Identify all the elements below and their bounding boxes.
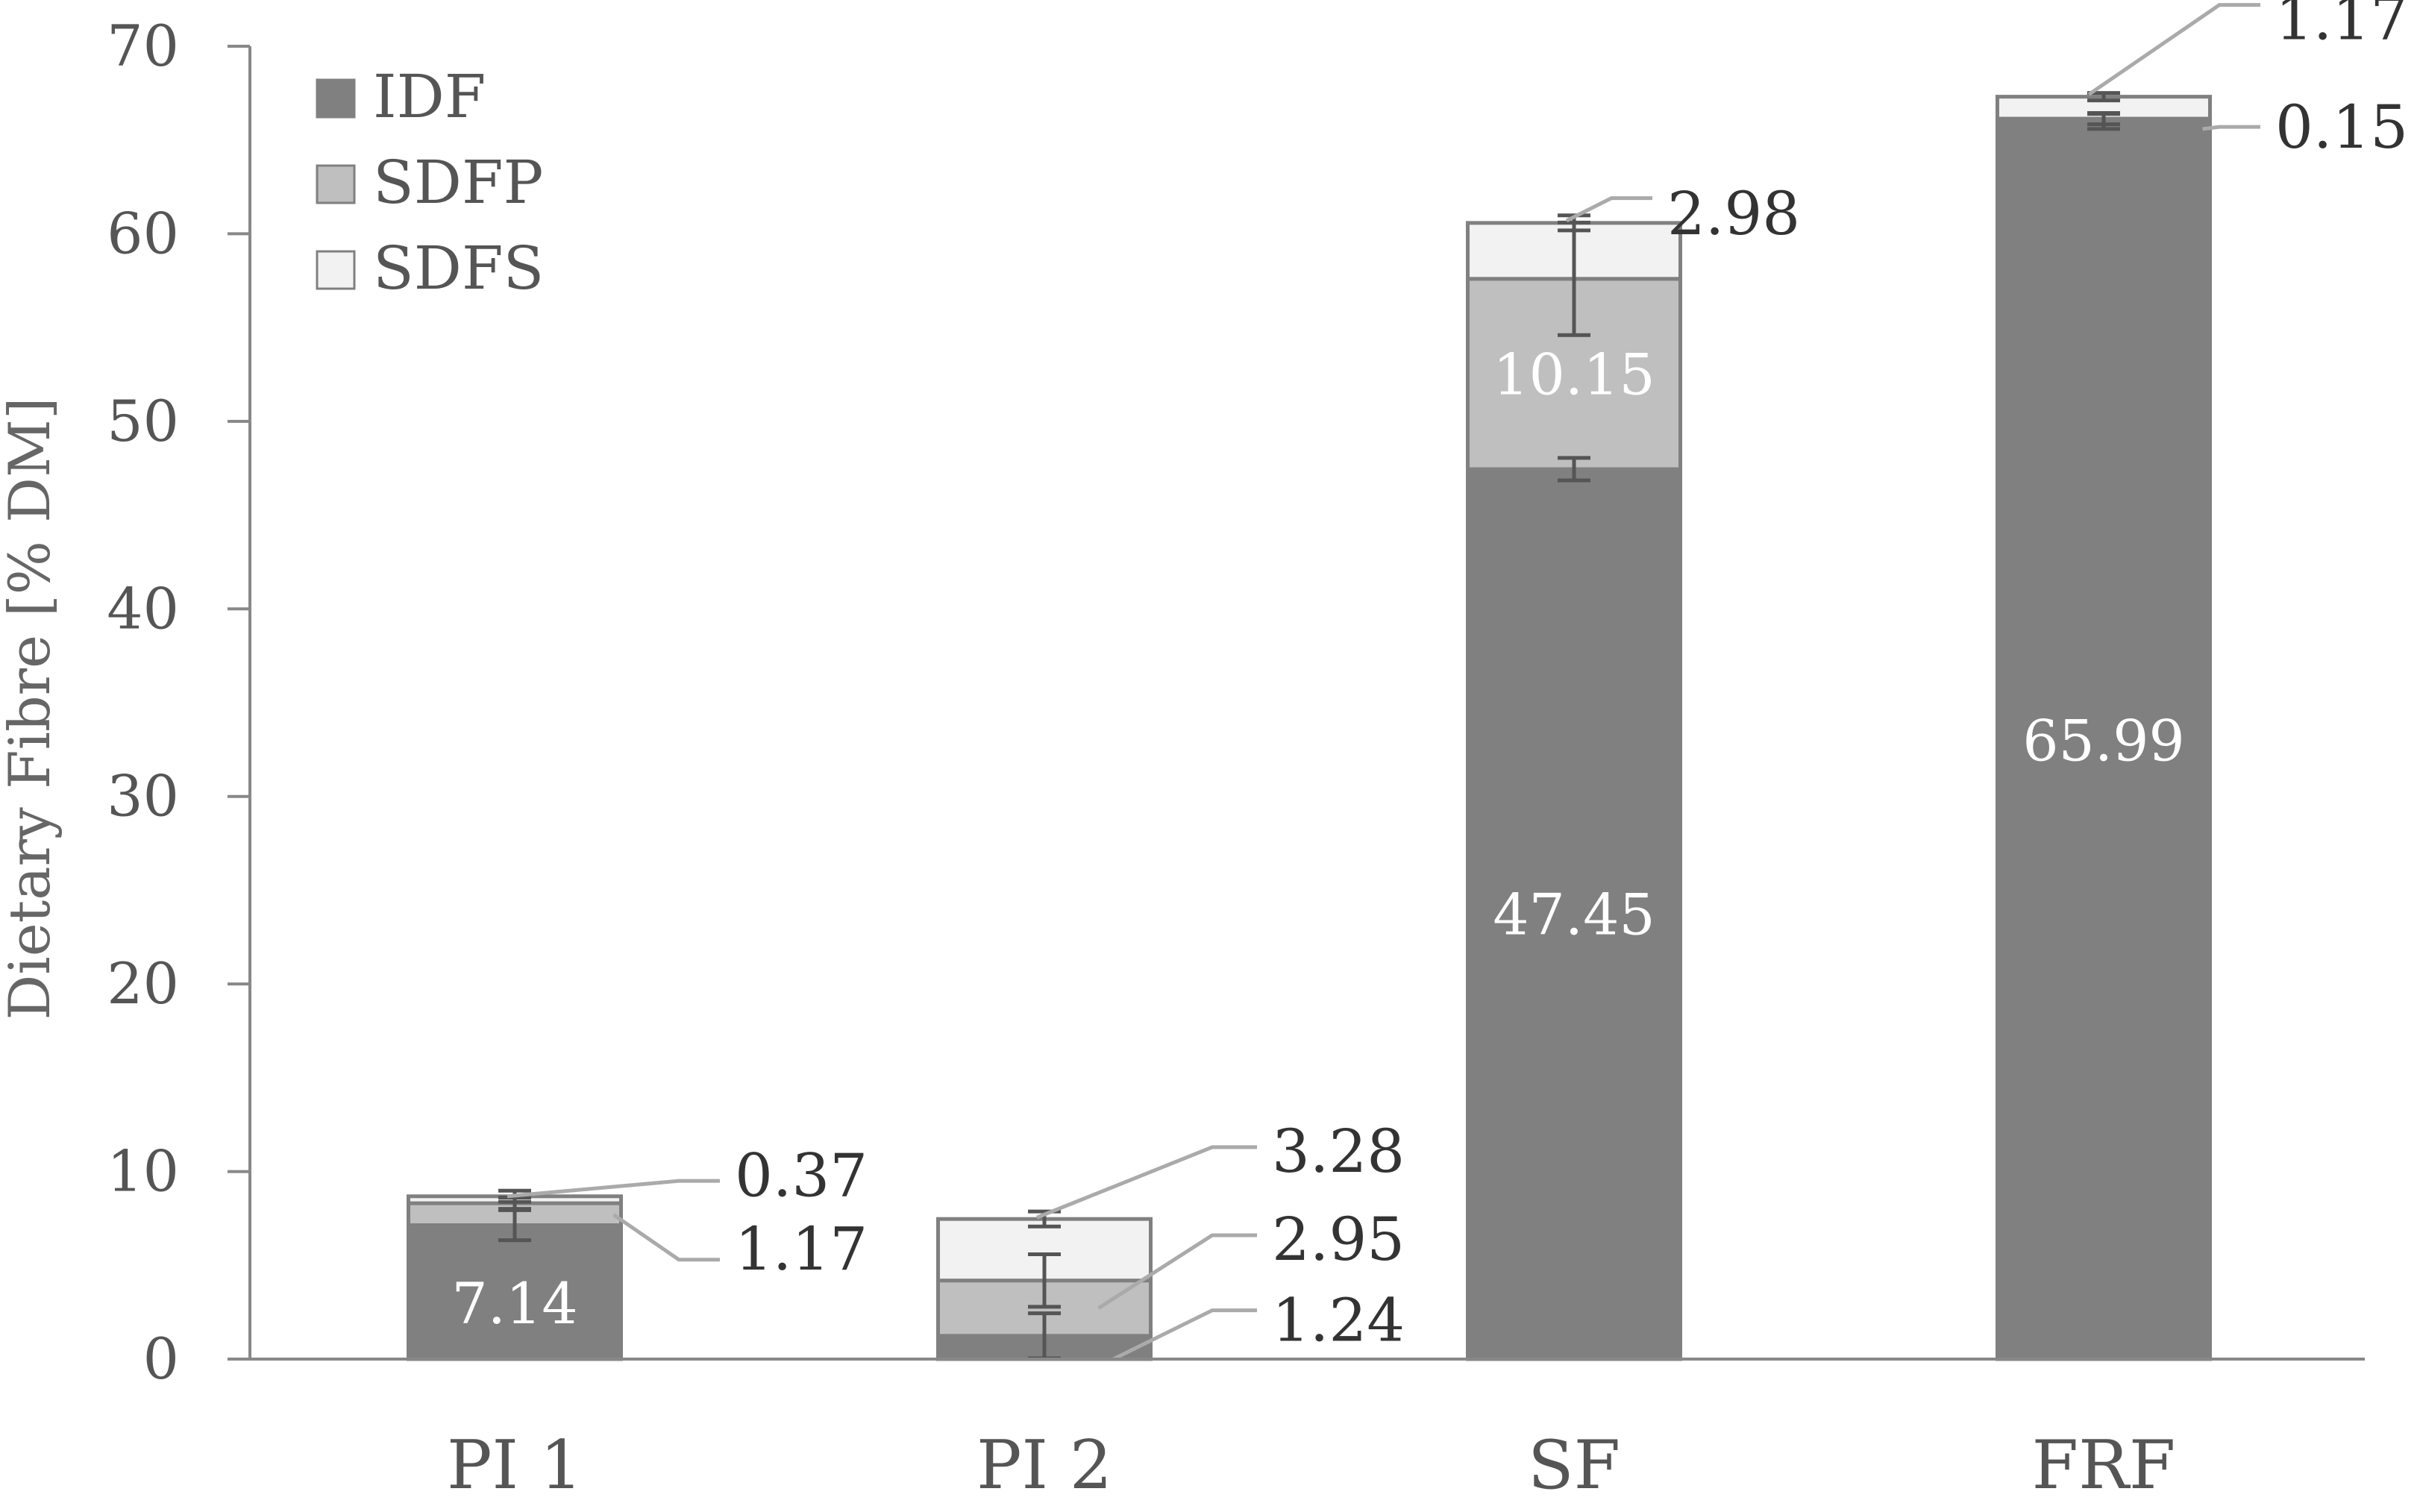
leader-line-idf-1 bbox=[1112, 1308, 1257, 1361]
data-label-idf-3: 65.99 bbox=[2022, 707, 2185, 774]
data-label-sdfp-3: 0.15 bbox=[2275, 92, 2408, 162]
data-label-idf-0: 7.14 bbox=[451, 1270, 577, 1337]
x-category-label-3: FRF bbox=[2032, 1426, 2176, 1505]
legend-label-sdfp: SDFP bbox=[373, 148, 543, 217]
y-tick-label-6: 60 bbox=[107, 200, 179, 266]
legend-swatch-idf bbox=[316, 78, 356, 119]
y-tick-label-3: 30 bbox=[107, 763, 179, 829]
legend-label-sdfs: SDFS bbox=[373, 233, 544, 303]
leader-line-sdfp-3 bbox=[2202, 125, 2260, 131]
data-label-sdfs-1: 3.28 bbox=[1272, 1117, 1405, 1186]
bar-idf-3 bbox=[1996, 119, 2212, 1361]
x-category-label-1: PI 2 bbox=[976, 1426, 1112, 1505]
x-axis-categories: PI 1 PI 2 SF FRF bbox=[447, 1426, 2175, 1505]
y-tick-label-0: 0 bbox=[143, 1326, 179, 1392]
data-label-sdfp-2: 10.15 bbox=[1493, 341, 1655, 407]
error-bars bbox=[498, 91, 2120, 1361]
bar-idf-0 bbox=[407, 1223, 623, 1361]
data-label-sdfp-0: 1.17 bbox=[735, 1214, 868, 1284]
legend-swatch-sdfs bbox=[316, 250, 356, 290]
bars bbox=[407, 95, 2212, 1361]
data-label-sdfp-1: 2.95 bbox=[1272, 1205, 1405, 1274]
y-tick-label-4: 40 bbox=[107, 575, 179, 641]
x-category-label-0: PI 1 bbox=[447, 1426, 583, 1505]
leader-line-sdfs-1 bbox=[1036, 1145, 1257, 1220]
data-label-sdfs-3: 1.17 bbox=[2275, 0, 2408, 53]
data-labels: 7.1447.4565.9910.150.371.173.282.951.242… bbox=[451, 0, 2408, 1361]
y-axis-label: Dietary Fibre [% DM] bbox=[0, 397, 63, 1020]
leader-line-sdfs-3 bbox=[2087, 3, 2260, 96]
y-axis-ticks: 0 10 20 30 40 50 60 70 bbox=[107, 13, 250, 1392]
legend: IDF SDFP SDFS bbox=[316, 62, 544, 303]
data-label-idf-2: 47.45 bbox=[1493, 881, 1655, 947]
x-category-label-2: SF bbox=[1528, 1426, 1620, 1505]
y-tick-label-7: 70 bbox=[107, 13, 179, 79]
y-tick-label-1: 10 bbox=[107, 1138, 179, 1205]
leader-line-sdfs-0 bbox=[507, 1179, 720, 1199]
bar-idf-2 bbox=[1466, 467, 1682, 1361]
y-tick-label-2: 20 bbox=[107, 950, 179, 1017]
y-tick-label-5: 50 bbox=[107, 388, 179, 454]
leader-line-sdfs-2 bbox=[1565, 196, 1652, 223]
data-label-sdfs-2: 2.98 bbox=[1667, 179, 1800, 248]
data-label-sdfs-0: 0.37 bbox=[735, 1141, 868, 1211]
legend-label-idf: IDF bbox=[373, 62, 486, 131]
leader-line-sdfp-0 bbox=[612, 1213, 720, 1262]
data-label-idf-1: 1.24 bbox=[1272, 1285, 1405, 1355]
legend-swatch-sdfp bbox=[316, 164, 356, 204]
leader-line-sdfp-1 bbox=[1097, 1233, 1257, 1310]
